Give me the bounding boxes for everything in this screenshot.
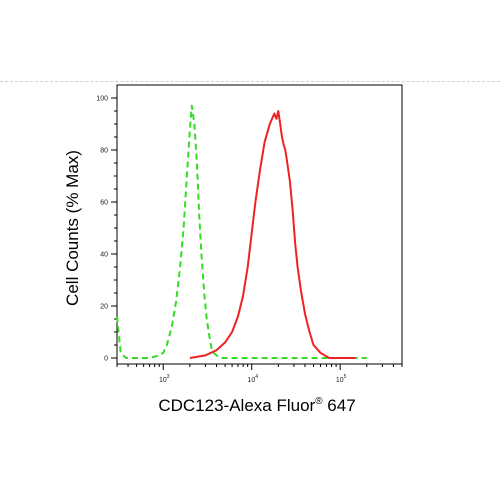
y-tick-label: 100: [96, 96, 108, 103]
x-axis-title-suffix: 647: [323, 396, 356, 415]
series-line-1-dashed: [116, 104, 367, 359]
y-tick-label: 40: [100, 252, 108, 259]
x-axis: 103 104 105: [116, 364, 403, 384]
y-axis-title: Cell Counts (% Max): [63, 150, 82, 306]
series-layer: [116, 104, 367, 359]
series-line-2-solid: [189, 110, 356, 359]
plot-frame: [116, 84, 403, 365]
x-axis-title-main: CDC123-Alexa Fluor: [158, 396, 315, 415]
y-tick-label: 60: [100, 200, 108, 207]
y-tick-label: 0: [104, 356, 108, 363]
y-tick-label: 20: [100, 304, 108, 311]
x-tick-label: 104: [247, 374, 258, 384]
dashed-separator: [0, 81, 500, 82]
y-axis: 0 20 40 60 80 100: [96, 96, 117, 363]
y-tick-label: 80: [100, 148, 108, 155]
x-tick-label: 103: [159, 374, 170, 384]
plot-border: [116, 84, 403, 365]
x-tick-label: 105: [336, 374, 347, 384]
x-axis-title-superscript: ®: [315, 396, 323, 407]
x-axis-title: CDC123-Alexa Fluor® 647: [158, 396, 355, 415]
